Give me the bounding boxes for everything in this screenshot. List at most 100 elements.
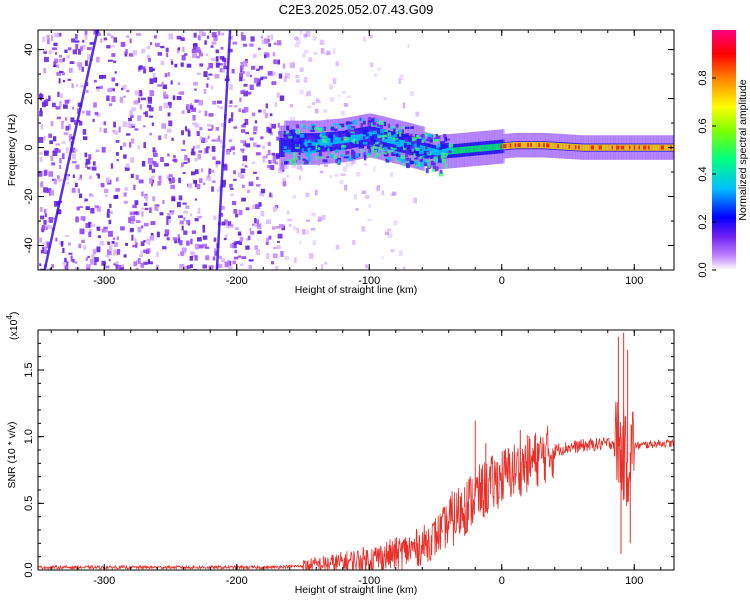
noise-cell bbox=[241, 256, 247, 259]
noise-cell bbox=[386, 228, 392, 232]
noise-cell bbox=[190, 238, 193, 245]
noise-cell bbox=[271, 152, 276, 156]
noise-cell bbox=[254, 204, 260, 209]
noise-cell bbox=[315, 100, 321, 104]
signal-speckle bbox=[382, 134, 388, 138]
noise-cell bbox=[147, 238, 151, 245]
noise-cell bbox=[353, 193, 357, 200]
noise-cell bbox=[43, 50, 47, 54]
noise-cell bbox=[68, 252, 73, 255]
noise-cell bbox=[167, 72, 170, 77]
signal-speckle bbox=[317, 144, 320, 148]
signal-core bbox=[508, 142, 512, 149]
signal-speckle bbox=[308, 127, 313, 130]
xtick-label: 0 bbox=[499, 575, 505, 587]
noise-cell bbox=[275, 265, 279, 270]
signal-speckle bbox=[283, 150, 287, 153]
noise-cell bbox=[303, 49, 309, 54]
noise-cell bbox=[65, 125, 70, 131]
noise-cell bbox=[272, 253, 278, 259]
signal-core bbox=[328, 138, 332, 145]
noise-cell bbox=[141, 48, 146, 54]
noise-cell bbox=[77, 188, 80, 193]
noise-cell bbox=[111, 241, 115, 244]
ytick-label: 1.5 bbox=[23, 362, 35, 377]
signal-peak bbox=[546, 143, 550, 148]
noise-cell bbox=[295, 79, 300, 83]
noise-cell bbox=[204, 147, 207, 154]
noise-cell bbox=[89, 42, 95, 45]
noise-cell bbox=[201, 168, 204, 173]
noise-cell bbox=[87, 167, 90, 170]
noise-cell bbox=[50, 121, 54, 127]
noise-cell bbox=[305, 229, 309, 235]
noise-cell bbox=[176, 201, 181, 208]
signal-speckle bbox=[421, 137, 426, 142]
signal-core bbox=[659, 144, 663, 151]
noise-cell bbox=[147, 100, 152, 104]
noise-cell bbox=[299, 175, 302, 181]
noise-cell bbox=[136, 33, 141, 36]
noise-cell bbox=[129, 110, 134, 116]
signal-speckle bbox=[362, 141, 368, 145]
noise-cell bbox=[82, 136, 88, 141]
noise-cell bbox=[65, 234, 69, 237]
noise-cell bbox=[373, 73, 377, 77]
noise-cell bbox=[240, 32, 244, 36]
noise-cell bbox=[194, 169, 199, 175]
signal-core bbox=[625, 144, 629, 151]
noise-cell bbox=[92, 249, 97, 255]
noise-cell bbox=[326, 50, 331, 55]
noise-cell bbox=[229, 187, 234, 190]
noise-cell bbox=[196, 144, 200, 149]
signal-speckle bbox=[337, 157, 342, 162]
noise-cell bbox=[69, 136, 74, 140]
noise-cell bbox=[361, 190, 367, 194]
noise-cell bbox=[346, 95, 352, 98]
signal-speckle bbox=[375, 142, 379, 145]
noise-cell bbox=[318, 216, 322, 222]
noise-cell bbox=[178, 195, 183, 201]
noise-cell bbox=[96, 113, 101, 117]
noise-cell bbox=[243, 140, 247, 147]
signal-speckle bbox=[335, 149, 340, 152]
noise-cell bbox=[71, 187, 76, 193]
noise-cell bbox=[275, 225, 280, 229]
signal-core bbox=[414, 143, 418, 150]
noise-cell bbox=[96, 87, 100, 92]
noise-cell bbox=[210, 85, 214, 90]
noise-cell bbox=[120, 146, 123, 150]
signal-core bbox=[619, 144, 623, 151]
noise-cell bbox=[242, 184, 245, 188]
noise-cell bbox=[55, 52, 58, 55]
noise-cell bbox=[205, 137, 208, 143]
spectrogram-xlabel: Height of straight line (km) bbox=[295, 284, 418, 296]
signal-speckle bbox=[401, 158, 404, 161]
noise-cell bbox=[252, 161, 255, 164]
signal-speckle bbox=[438, 158, 443, 163]
colorbar-ticks: 0.00.20.40.60.8 bbox=[697, 70, 716, 278]
noise-cell bbox=[194, 123, 200, 128]
noise-cell bbox=[310, 227, 316, 231]
signal-core bbox=[406, 141, 410, 148]
signal-speckle bbox=[395, 134, 401, 137]
noise-cell bbox=[149, 177, 153, 184]
noise-cell bbox=[194, 158, 198, 162]
noise-cell bbox=[80, 46, 83, 51]
noise-cell bbox=[77, 177, 82, 181]
xtick-label: -300 bbox=[93, 575, 115, 587]
signal-peak bbox=[519, 143, 523, 147]
noise-cell bbox=[240, 71, 245, 74]
noise-cell bbox=[282, 178, 286, 181]
noise-cell bbox=[99, 127, 102, 132]
noise-cell bbox=[273, 42, 277, 45]
noise-cell bbox=[96, 86, 100, 89]
xtick-label: 100 bbox=[625, 275, 643, 287]
noise-cell bbox=[335, 61, 339, 67]
noise-cell bbox=[215, 62, 220, 68]
noise-cell bbox=[399, 74, 404, 81]
noise-cell bbox=[179, 266, 183, 270]
noise-cell bbox=[137, 258, 141, 264]
signal-core bbox=[477, 145, 481, 152]
signal-speckle bbox=[437, 143, 441, 147]
